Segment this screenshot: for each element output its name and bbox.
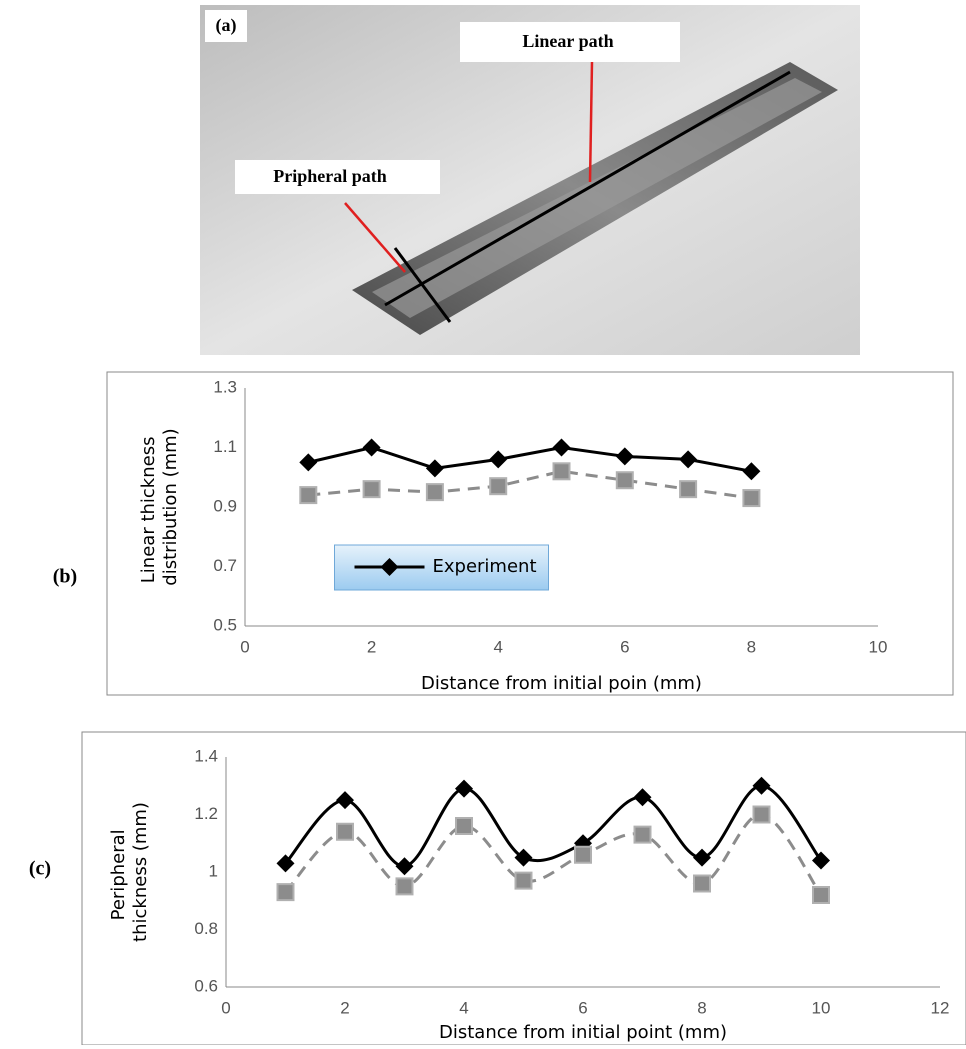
y-axis-label: Linear thickness distribution (mm) — [138, 428, 181, 585]
marker — [299, 453, 318, 472]
series-line — [307, 445, 752, 473]
marker — [574, 845, 592, 864]
x-axis-label: Distance from initial point (mm) — [439, 1022, 727, 1043]
channel-inner — [372, 78, 822, 318]
y-tick-label: 0.8 — [194, 919, 218, 938]
marker — [693, 874, 711, 893]
label-box — [235, 160, 440, 194]
marker — [489, 477, 508, 496]
peripheral-path-line — [393, 247, 452, 323]
x-tick-label: 8 — [697, 998, 706, 1017]
chart-frame — [106, 371, 954, 696]
marker — [455, 779, 473, 798]
y-tick-label: 0.7 — [213, 556, 237, 575]
marker — [615, 471, 634, 490]
legend-marker — [380, 558, 399, 576]
marker — [425, 483, 444, 502]
marker — [812, 851, 830, 870]
marker — [489, 450, 508, 469]
photo: (a) Linear path Pripheral path — [200, 5, 860, 355]
marker — [425, 459, 444, 478]
marker — [679, 450, 698, 469]
x-tick-label: 4 — [493, 637, 502, 656]
linear-path-line — [384, 70, 791, 307]
marker — [633, 825, 652, 844]
marker — [742, 462, 761, 481]
marker — [276, 883, 295, 902]
y-tick-label: 1.3 — [213, 377, 237, 396]
x-tick-label: 10 — [812, 998, 831, 1017]
chart: 0.6 0.8 1 1.2 1.4 0 2 4 6 8 10 12 Distance from init… — [29, 731, 966, 1046]
label-box — [460, 22, 680, 62]
x-tick-label: 12 — [931, 998, 950, 1017]
series-line — [284, 813, 823, 896]
panel-label: (b) — [53, 566, 77, 588]
y-tick-label: 1 — [209, 861, 218, 880]
x-tick-label: 0 — [240, 637, 249, 656]
x-tick-label: 6 — [620, 637, 629, 656]
panel-label: (a) — [216, 15, 237, 36]
marker — [362, 438, 381, 457]
marker — [362, 480, 381, 499]
y-tick-label: 0.5 — [213, 615, 237, 634]
label-box — [205, 10, 247, 42]
pointer — [344, 202, 406, 273]
marker — [679, 480, 698, 499]
panel-label: (c) — [29, 858, 51, 880]
legend-label: Experiment — [433, 556, 537, 577]
y-tick-label: 0.9 — [213, 496, 237, 515]
marker — [299, 486, 318, 505]
marker — [812, 886, 830, 904]
marker — [395, 857, 414, 876]
marker — [742, 489, 761, 508]
x-tick-label: 2 — [367, 637, 376, 656]
y-tick-label: 0.6 — [194, 976, 218, 995]
series-line — [284, 784, 823, 868]
x-tick-label: 0 — [221, 998, 230, 1017]
y-tick-label: 1.4 — [194, 746, 218, 765]
marker — [514, 848, 533, 867]
marker — [752, 776, 771, 795]
marker — [336, 791, 354, 810]
chart: 0.5 0.7 0.9 1.1 1.3 0 2 4 6 8 10 Distance from init… — [53, 371, 954, 696]
annotation: Linear path — [522, 31, 613, 51]
pointer — [588, 61, 594, 183]
x-tick-label: 2 — [340, 998, 349, 1017]
x-tick-label: 8 — [747, 637, 756, 656]
x-tick-label: 6 — [578, 998, 587, 1017]
y-axis-label: Peripheral thickness (mm) — [108, 802, 151, 942]
marker — [336, 822, 354, 841]
marker — [455, 817, 473, 835]
marker — [552, 462, 571, 481]
series-line — [308, 469, 752, 500]
x-tick-label: 4 — [459, 998, 468, 1017]
y-tick-label: 1.1 — [213, 437, 237, 456]
marker — [514, 871, 533, 890]
marker — [752, 805, 771, 824]
marker — [552, 438, 571, 457]
marker — [276, 854, 295, 873]
marker — [615, 447, 634, 466]
x-tick-label: 10 — [869, 637, 888, 656]
marker — [693, 848, 711, 867]
marker — [395, 877, 414, 896]
annotation: Pripheral path — [273, 166, 387, 186]
x-axis-label: Distance from initial poin (mm) — [421, 673, 702, 694]
marker — [633, 788, 652, 807]
y-tick-label: 1.2 — [194, 804, 218, 823]
